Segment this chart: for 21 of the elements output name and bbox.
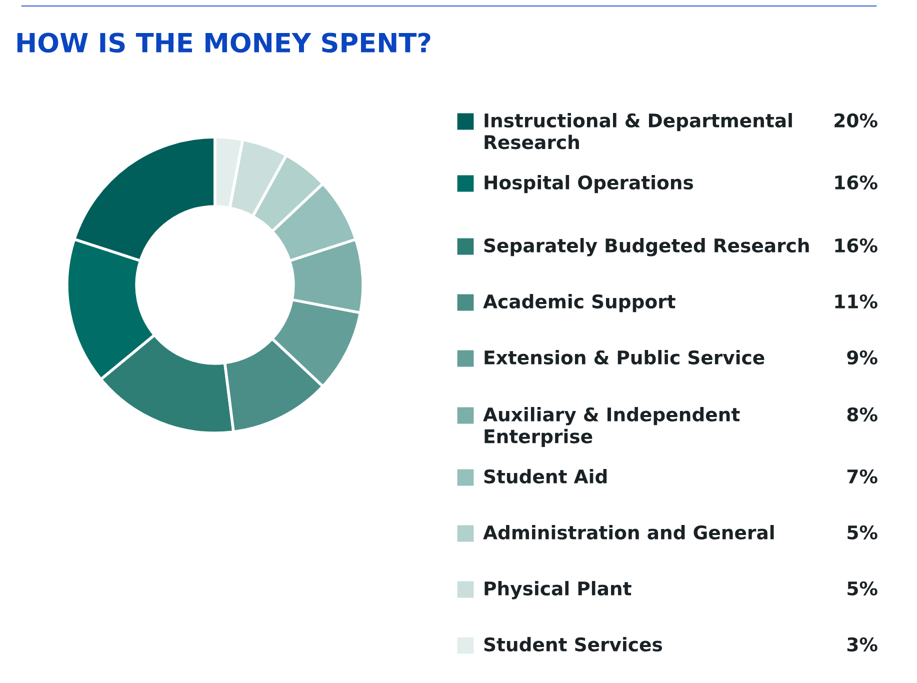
data-label: 16% [835,238,878,253]
data-label: 20% [834,113,878,128]
data-label: 3% [847,637,878,652]
data-label: 7% [847,469,878,484]
data-label: 9% [847,350,878,365]
legend-label: Separately Budgeted Research [484,238,809,256]
legend-label: Instructional & Departmental Research [484,113,792,150]
data-label: 5% [848,581,878,596]
legend-label: Student Services [484,637,662,652]
legend-label: Physical Plant [484,581,632,600]
data-label: 16% [835,175,878,190]
data-label: 11% [835,294,878,309]
legend-label: Student Aid [484,469,607,484]
legend-label: Academic Support [483,294,676,312]
legend-label: Administration and General [483,525,774,540]
data-label: 8% [847,407,878,422]
chart-title: HOW IS THE MONEY SPENT? [17,32,430,53]
data-label: 5% [848,525,878,540]
legend-label: Hospital Operations [484,175,694,194]
legend-label: Extension & Public Service [484,350,764,365]
legend-label: Auxiliary & Independent Enterprise [483,407,740,447]
